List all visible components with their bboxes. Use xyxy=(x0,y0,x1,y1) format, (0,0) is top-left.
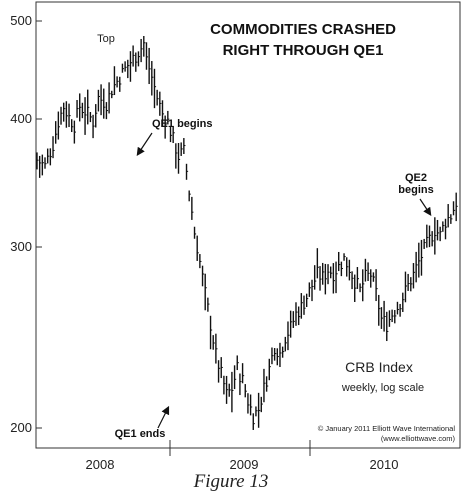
annotation-arrow xyxy=(419,198,432,216)
x-period-label: 2008 xyxy=(86,457,115,472)
plot-frame xyxy=(35,1,461,449)
index-name: CRB Index xyxy=(345,359,413,375)
index-subtitle: weekly, log scale xyxy=(341,382,424,394)
chart-title-line-2: RIGHT THROUGH QE1 xyxy=(223,42,384,59)
y-tick-label: 500 xyxy=(10,13,32,28)
annotation-arrow xyxy=(157,405,170,429)
x-period-label: 2010 xyxy=(370,457,399,472)
x-axis: 2008 2009 2010 xyxy=(36,440,460,472)
price-bars xyxy=(36,35,458,430)
figure-caption: Figure 13 xyxy=(193,471,269,492)
annotation-qe1-ends: QE1 ends xyxy=(115,428,166,440)
y-tick-label: 300 xyxy=(10,239,32,254)
y-axis: 500 400 300 200 xyxy=(10,13,42,435)
annotation-qe1-begins: QE1 begins xyxy=(152,118,213,130)
annotation-arrow xyxy=(136,132,153,156)
y-tick-label: 200 xyxy=(10,420,32,435)
chart-title-line-1: COMMODITIES CRASHED xyxy=(210,21,396,38)
copyright-line-1: © January 2011 Elliott Wave Internationa… xyxy=(318,424,456,433)
annotation-qe2-begins: QE2 xyxy=(405,172,427,184)
y-tick-label: 400 xyxy=(10,111,32,126)
annotation-top: Top xyxy=(97,33,115,45)
copyright-line-2: (www.elliottwave.com) xyxy=(381,434,456,443)
annotation-qe2-begins: begins xyxy=(398,184,433,196)
x-period-label: 2009 xyxy=(230,457,259,472)
